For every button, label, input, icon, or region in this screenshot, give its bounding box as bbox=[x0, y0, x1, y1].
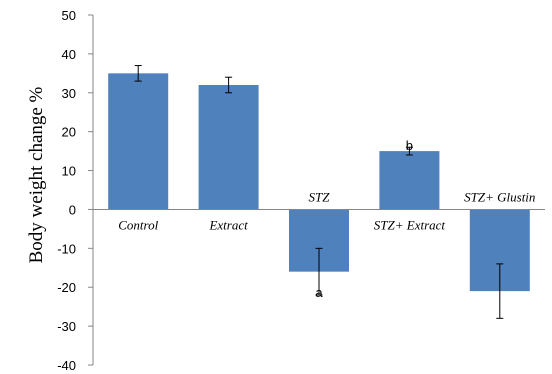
error-bars bbox=[134, 65, 504, 319]
y-tick-label: 30 bbox=[62, 86, 76, 101]
category-label: STZ+ Glustin bbox=[464, 189, 535, 204]
error-bar bbox=[134, 65, 142, 82]
y-tick-label: -40 bbox=[57, 358, 76, 373]
y-tick-label: 50 bbox=[62, 8, 76, 23]
category-label: Control bbox=[118, 217, 158, 232]
y-tick-label: 0 bbox=[69, 202, 76, 217]
bar bbox=[379, 151, 440, 210]
y-tick-labels: 50 40 30 20 10 0 -10 -20 -30 -40 bbox=[57, 8, 76, 373]
category-label: Extract bbox=[208, 217, 248, 232]
y-tick-label: -20 bbox=[57, 280, 76, 295]
bar bbox=[108, 73, 169, 210]
y-axis-label: Body weight change % bbox=[26, 86, 47, 263]
y-tick-label: 10 bbox=[62, 164, 76, 179]
significance-label: b bbox=[406, 138, 413, 153]
y-tick-label: -10 bbox=[57, 241, 76, 256]
significance-label: a bbox=[315, 285, 323, 300]
annotations: ab bbox=[315, 138, 413, 300]
error-bar bbox=[496, 263, 504, 319]
y-tick-label: -30 bbox=[57, 319, 76, 334]
axes bbox=[88, 14, 545, 366]
y-tick-label: 20 bbox=[62, 125, 76, 140]
error-bar bbox=[405, 146, 413, 156]
error-bar bbox=[225, 76, 233, 94]
category-label: STZ+ Extract bbox=[374, 217, 446, 232]
bar bbox=[198, 85, 259, 210]
error-bar bbox=[315, 247, 323, 296]
y-tick-label: 40 bbox=[62, 47, 76, 62]
category-label: STZ bbox=[309, 189, 331, 204]
category-labels: Control Extract STZ STZ+ Extract STZ+ Glusti… bbox=[118, 189, 535, 232]
